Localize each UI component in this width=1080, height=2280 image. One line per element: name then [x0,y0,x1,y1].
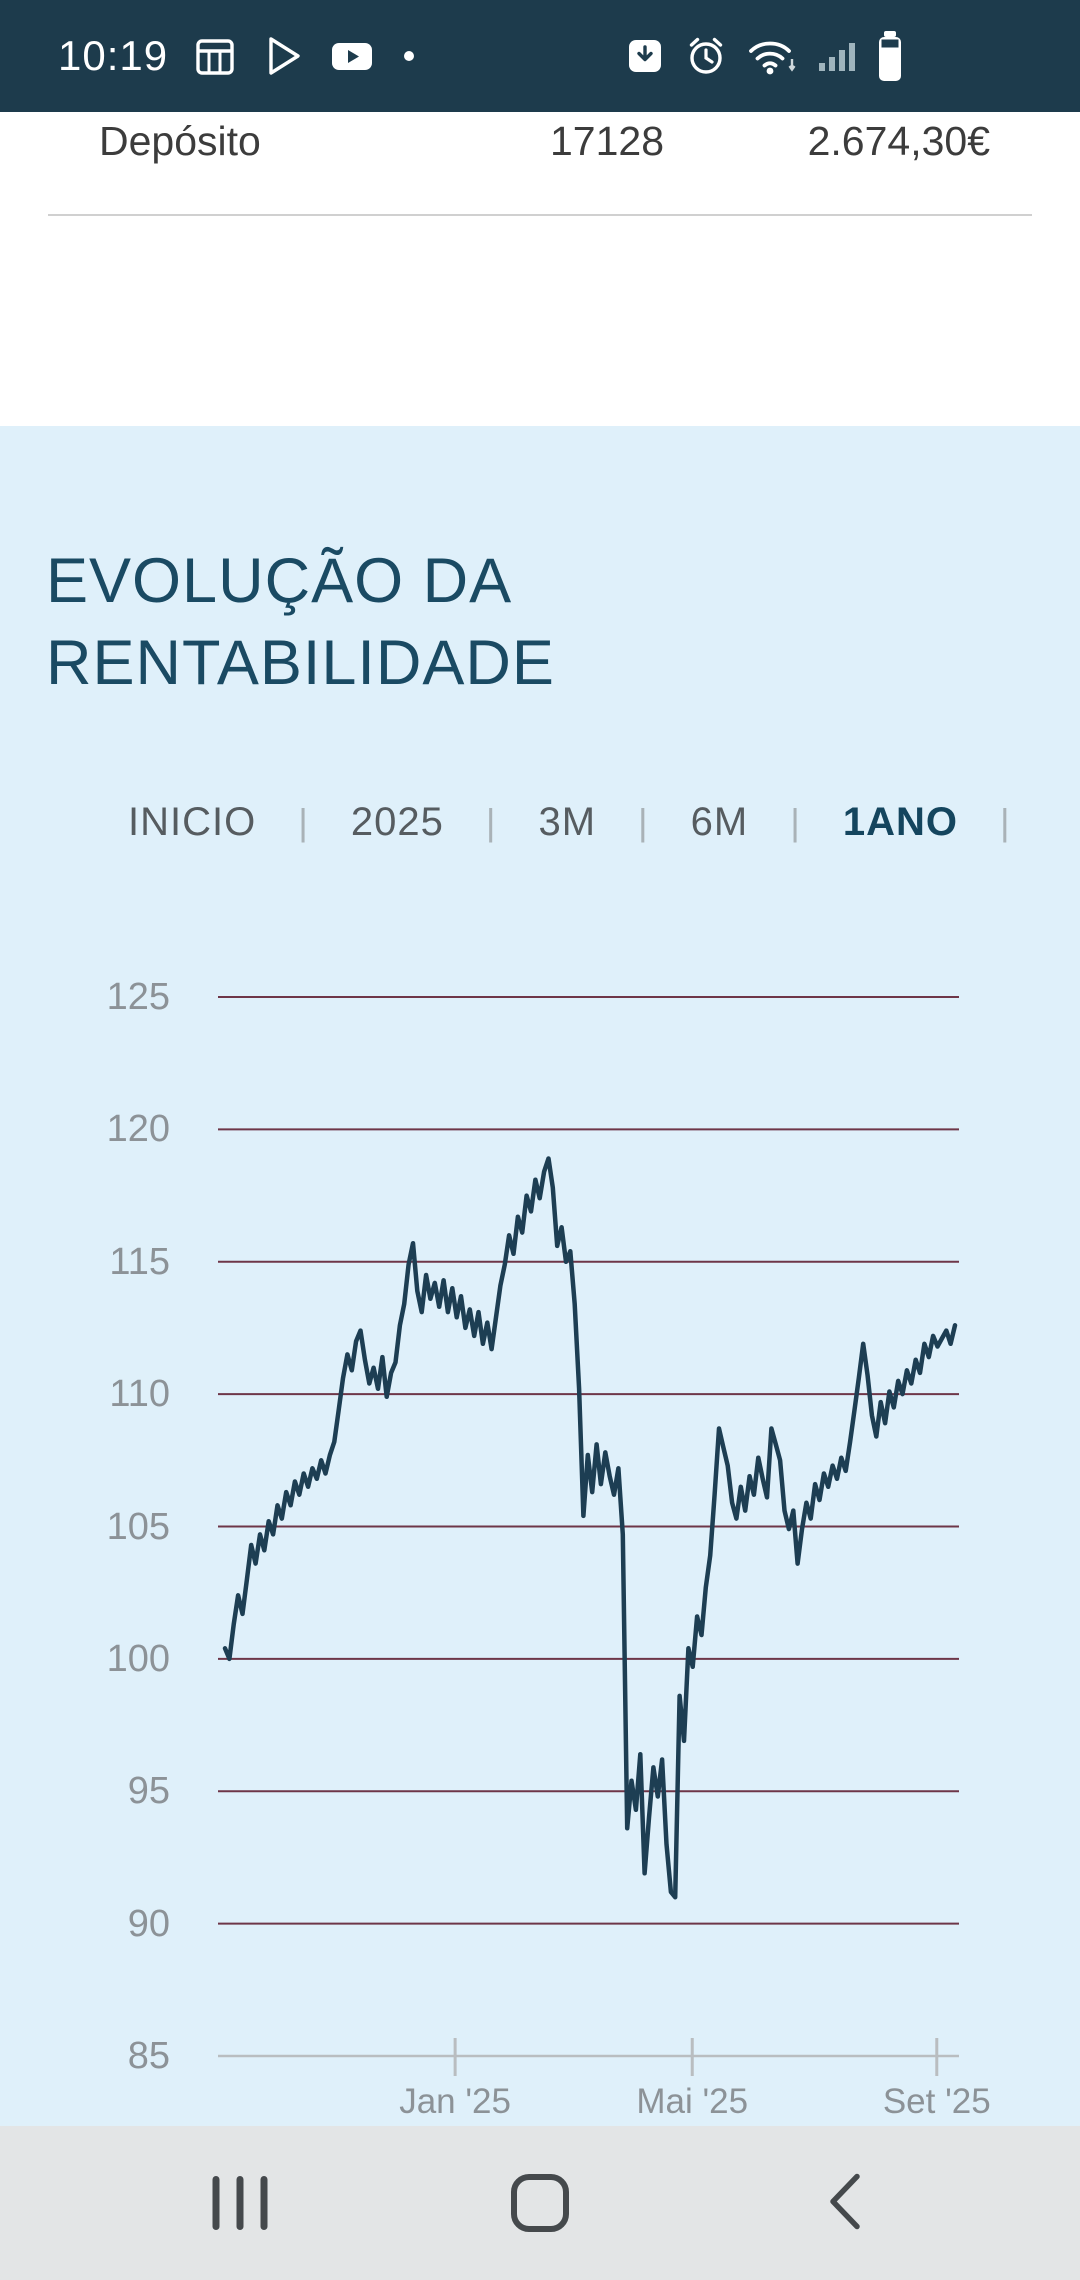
tab-6m[interactable]: 6M [690,800,749,844]
tab-separator: | [485,801,497,843]
data-saver-icon [629,40,661,72]
section-title-line1: EVOLUÇÃO DA [46,546,513,616]
play-store-icon [269,37,300,75]
account-name[interactable]: Depósito [99,118,261,164]
notification-dot-icon [404,51,415,61]
status-bar-left: 10:19 [58,32,415,80]
tab-1ano[interactable]: 1ANO [842,800,959,844]
recents-icon [212,2176,220,2230]
tab-separator: | [638,801,649,843]
tab-separator: | [790,801,801,843]
alarm-icon [689,37,723,74]
home-icon [511,2174,569,2232]
calendar-icon [196,39,234,75]
tab-3m[interactable]: 3M [538,800,597,844]
section-title-line2: RENTABILIDADE [46,628,555,698]
signal-strength-icon [819,43,855,71]
section-title: EVOLUÇÃO DA RENTABILIDADE [46,540,555,704]
account-amount: 2.674,30€ [807,118,990,164]
divider [48,214,1032,216]
status-bar: 10:19 [0,0,1080,112]
wifi-icon [749,41,796,75]
home-button[interactable] [511,2174,569,2232]
account-number: 17128 [549,118,665,164]
recents-button[interactable] [212,2176,268,2230]
status-time: 10:19 [58,32,169,79]
tab-separator: | [1000,801,1011,843]
back-button[interactable] [821,2169,869,2238]
back-icon [830,2173,860,2230]
android-nav-bar [0,2126,1080,2280]
battery-icon [879,31,901,81]
status-bar-right [623,29,905,83]
tab-2025[interactable]: 2025 [350,800,444,844]
period-tabs: INICIO | 2025 | 3M | 6M | 1ANO | [128,800,1011,845]
youtube-icon [332,43,373,70]
tab-inicio[interactable]: INICIO [128,800,257,844]
account-strip: Depósito 17128 2.674,30€ [0,112,1080,216]
tab-separator: | [298,801,309,843]
